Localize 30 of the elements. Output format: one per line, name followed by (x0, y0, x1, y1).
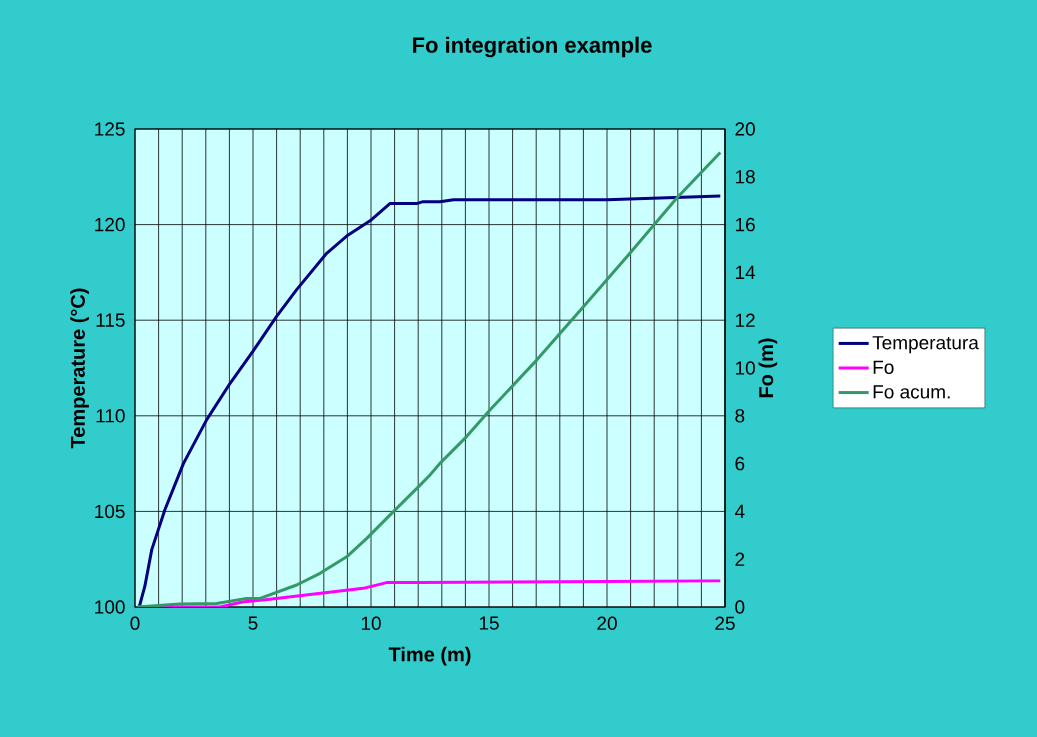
y-tick-label: 115 (96, 313, 125, 327)
x-tick-label: 10 (361, 616, 381, 630)
y-axis-title: Temperature (°C) (70, 288, 89, 449)
y-tick-label: 110 (96, 409, 125, 423)
y2-tick-label: 0 (735, 600, 745, 614)
y-tick-label: 125 (95, 122, 125, 136)
y2-tick-label: 2 (735, 552, 745, 566)
x-tick-label: 25 (715, 616, 735, 630)
y-tick-label: 120 (95, 217, 125, 232)
chart-title: Fo integration example (413, 36, 652, 58)
y2-tick-label: 14 (735, 265, 756, 279)
y2-tick-label: 16 (735, 217, 755, 232)
y2-tick-label: 6 (735, 456, 745, 471)
y2-tick-label: 8 (735, 409, 745, 423)
y2-axis-title: Fo (m) (758, 338, 778, 398)
legend-label: Fo (873, 360, 894, 374)
legend-label: Fo acum. (873, 385, 950, 399)
y2-tick-label: 10 (735, 361, 755, 375)
y2-tick-label: 18 (735, 170, 755, 184)
x-tick-label: 5 (248, 616, 258, 630)
x-tick-label: 20 (597, 616, 617, 630)
x-axis-title: Time (m) (388, 646, 471, 666)
y-tick-label: 100 (95, 600, 125, 614)
y2-tick-label: 12 (735, 313, 755, 327)
x-tick-label: 15 (479, 616, 499, 630)
x-tick-label: 0 (130, 616, 140, 630)
y2-tick-label: 20 (735, 122, 755, 136)
y-tick-label: 105 (95, 504, 125, 519)
legend-label: Temperatura (872, 336, 979, 354)
y2-tick-label: 4 (734, 504, 745, 518)
